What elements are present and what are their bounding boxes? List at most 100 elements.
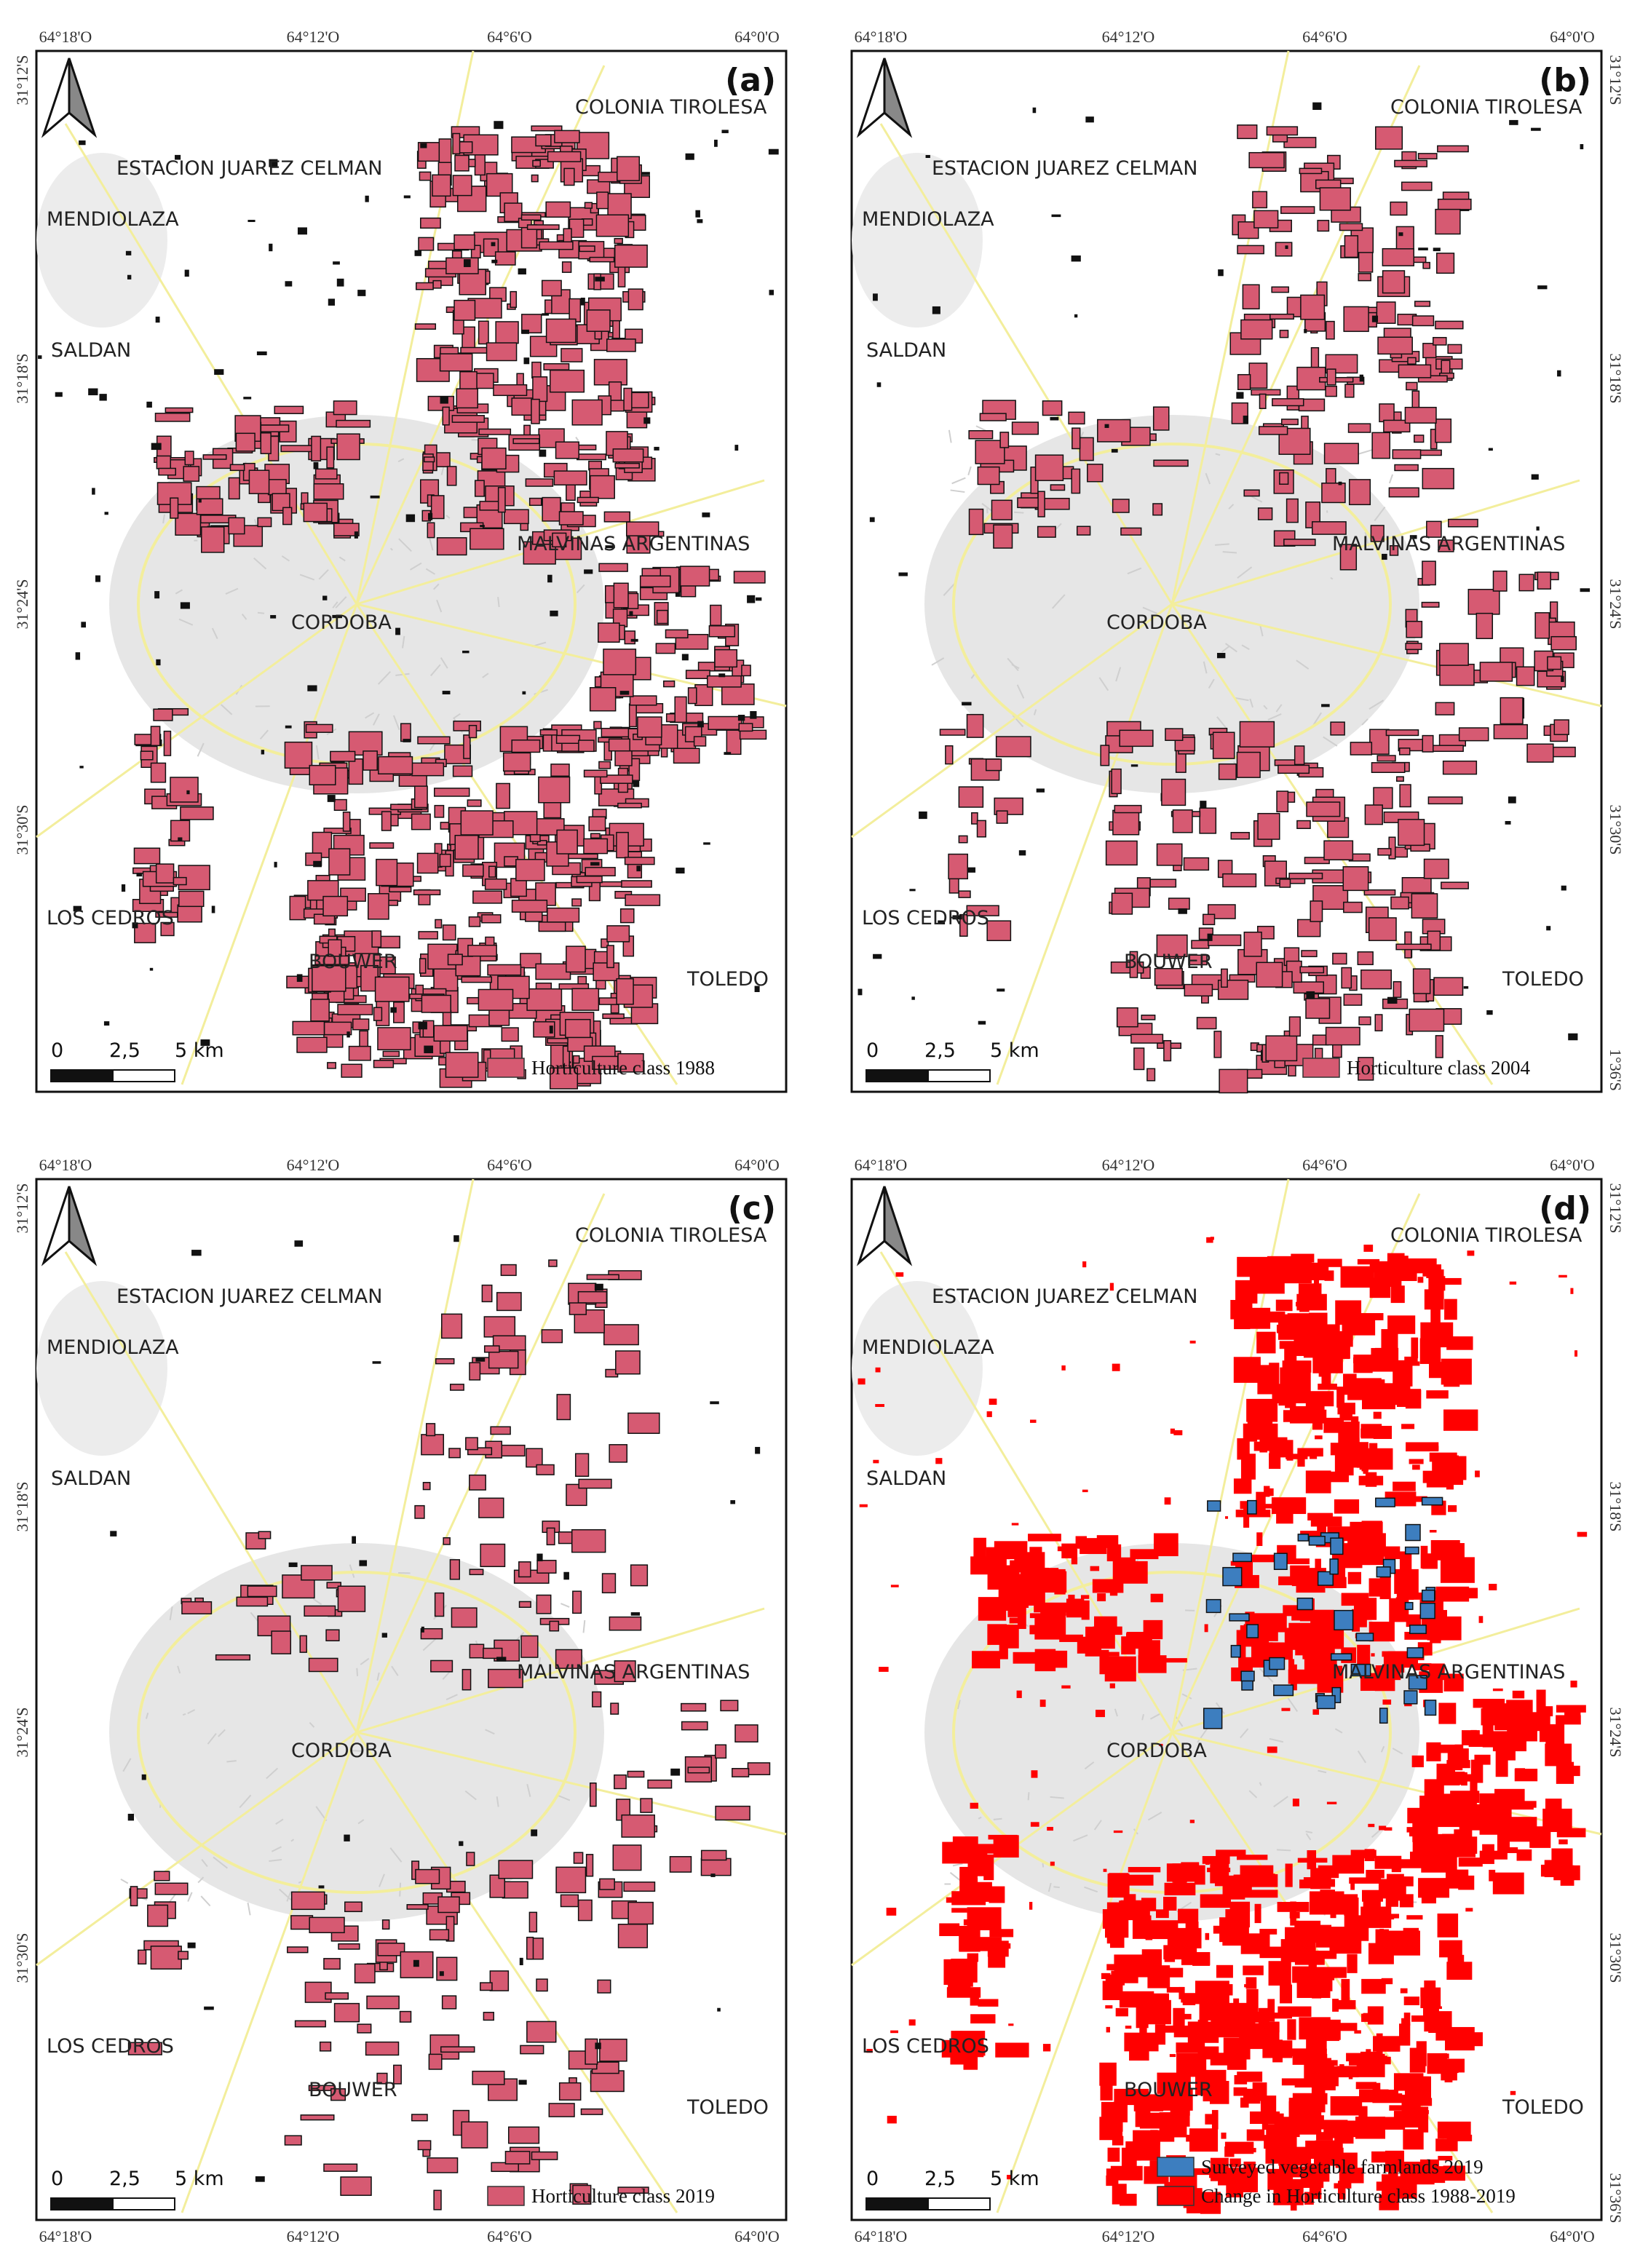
scattered-patch [1071, 255, 1081, 262]
street [956, 1700, 961, 1710]
horticulture-patch [461, 976, 493, 983]
horticulture-patch [1104, 1656, 1136, 1682]
scattered-patch [1409, 535, 1417, 539]
horticulture-patch [1243, 1890, 1278, 1898]
horticulture-patch [603, 649, 637, 675]
horticulture-patch [1280, 419, 1299, 426]
horticulture-patch [1518, 574, 1534, 592]
horticulture-patch [593, 721, 602, 729]
horticulture-patch [1357, 951, 1374, 966]
horticulture-patch [1383, 1652, 1405, 1673]
horticulture-patch [294, 2020, 326, 2028]
surveyed-farmland [1355, 1633, 1374, 1642]
horticulture-patch [1042, 400, 1063, 416]
horticulture-patch [715, 1805, 750, 1821]
horticulture-patch [422, 1482, 431, 1491]
horticulture-patch [1105, 840, 1138, 866]
horticulture-patch [577, 496, 599, 504]
horticulture-patch [959, 913, 968, 937]
horticulture-patch [413, 785, 428, 809]
scattered-patch [681, 654, 689, 661]
horticulture-patch [1182, 2058, 1195, 2065]
horticulture-patch [312, 965, 346, 992]
scattered-patch [269, 159, 278, 167]
scattered-patch [1505, 821, 1511, 825]
street [1047, 1882, 1052, 1892]
horticulture-patch [1288, 1016, 1301, 1037]
horticulture-patch [1312, 1983, 1322, 1999]
horticulture-patch [1368, 1578, 1385, 1597]
street [1326, 510, 1328, 513]
horticulture-patch [606, 338, 636, 352]
horticulture-patch [528, 1911, 538, 1932]
horticulture-patch [943, 1959, 952, 1985]
horticulture-patch [529, 834, 541, 842]
horticulture-patch [1256, 1532, 1263, 1547]
horticulture-patch [939, 729, 966, 736]
coord-label: 64°6'O [487, 2227, 532, 2245]
scattered-patch [595, 2042, 601, 2050]
scattered-patch [1379, 1928, 1385, 1936]
scattered-patch [211, 905, 215, 913]
scattered-patch [475, 1357, 486, 1362]
horticulture-patch [434, 804, 445, 818]
horticulture-patch [1261, 1504, 1285, 1509]
road [355, 1193, 606, 1733]
scattered-patch [549, 1026, 553, 1034]
scattered-patch [178, 837, 183, 841]
scattered-patch [857, 1378, 865, 1385]
horticulture-patch [1185, 1921, 1199, 1942]
horticulture-patch [1152, 406, 1170, 431]
horticulture-patch [1164, 1882, 1196, 1895]
horticulture-patch [1372, 2093, 1403, 2104]
scattered-patch [875, 1367, 881, 1373]
scattered-patch [1206, 1237, 1213, 1243]
horticulture-patch [1221, 968, 1228, 988]
place-label: CORDOBA [291, 611, 392, 634]
horticulture-patch [1237, 245, 1264, 255]
place-label: SALDAN [51, 339, 131, 362]
horticulture-patch [1394, 159, 1428, 167]
scattered-patch [523, 357, 530, 365]
street [162, 514, 165, 524]
horticulture-patch [1439, 1940, 1462, 1958]
horticulture-patch [700, 1857, 732, 1876]
scattered-patch [619, 691, 630, 695]
street [197, 742, 205, 757]
horticulture-patch [985, 758, 1002, 772]
horticulture-patch [1111, 892, 1133, 915]
horticulture-patch [578, 1478, 612, 1489]
scattered-patch [909, 889, 916, 892]
street [1197, 1728, 1208, 1743]
scattered-patch [1509, 1281, 1517, 1285]
street [1216, 716, 1229, 731]
horticulture-patch [609, 1444, 628, 1463]
horticulture-patch [556, 1394, 571, 1421]
horticulture-patch [1157, 1658, 1187, 1663]
scattered-patch [1429, 1529, 1437, 1533]
horticulture-patch [495, 321, 519, 344]
horticulture-patch [1470, 1778, 1478, 1795]
horticulture-patch [600, 774, 633, 784]
scattered-patch [372, 1361, 381, 1364]
horticulture-patch [494, 251, 516, 266]
horticulture-patch [463, 734, 471, 759]
coord-label: 31°12'S [13, 55, 31, 106]
horticulture-patch [656, 609, 669, 625]
horticulture-patch [679, 566, 710, 587]
horticulture-patch [1447, 344, 1462, 354]
horticulture-patch [415, 984, 424, 1002]
scattered-patch [1204, 1624, 1208, 1633]
coord-label: 31°12'S [1607, 55, 1625, 106]
horticulture-patch [1370, 525, 1385, 542]
surveyed-farmland [1207, 1500, 1221, 1512]
horticulture-patch [488, 1668, 523, 1689]
horticulture-patch [344, 1901, 363, 1913]
street [1205, 472, 1211, 485]
horticulture-patch [1382, 2174, 1389, 2197]
horticulture-patch [562, 1045, 570, 1069]
horticulture-patch [500, 1264, 517, 1277]
street [1368, 699, 1385, 710]
horticulture-patch [1154, 2024, 1166, 2045]
road [64, 123, 358, 605]
